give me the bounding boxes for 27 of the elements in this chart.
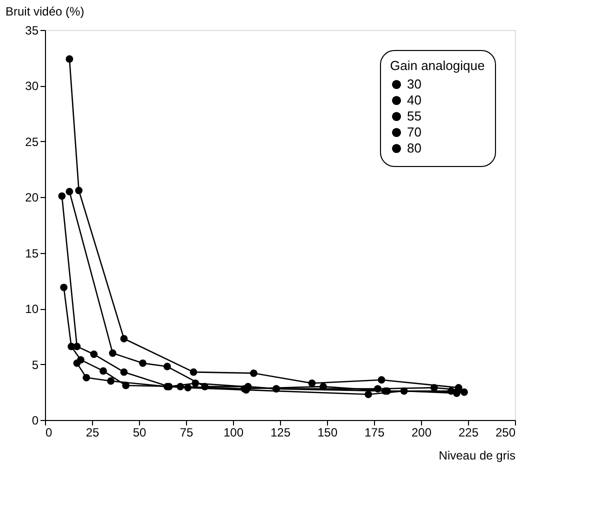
x-tick-label: 50 <box>132 426 146 440</box>
legend-label: 30 <box>407 76 422 92</box>
legend-title: Gain analogique <box>390 58 485 73</box>
y-tick-label: 20 <box>25 190 39 205</box>
x-tick-label: 225 <box>458 426 479 440</box>
legend-label: 40 <box>407 92 422 108</box>
y-tick-label: 0 <box>32 414 39 428</box>
x-tick-label: 150 <box>317 426 338 440</box>
y-axis-title: Bruit vidéo (%) <box>6 4 84 18</box>
legend-label: 55 <box>407 108 422 124</box>
x-tick-label: 0 <box>46 426 52 440</box>
x-tick-label: 75 <box>180 426 194 440</box>
y-tick-label: 30 <box>25 79 39 94</box>
x-axis-title: Niveau de gris <box>438 448 516 462</box>
y-tick-label: 35 <box>25 24 39 38</box>
x-tick-label: 200 <box>411 426 432 440</box>
y-tick-label: 5 <box>32 358 39 372</box>
x-tick-label: 250 <box>495 426 516 440</box>
x-tick-label: 125 <box>270 426 291 440</box>
legend-label: 80 <box>407 140 422 156</box>
y-tick-label: 15 <box>25 246 39 260</box>
legend-label: 70 <box>407 124 422 140</box>
y-tick-label: 25 <box>25 134 39 149</box>
x-tick-label: 100 <box>223 426 244 440</box>
x-tick-label: 25 <box>86 426 100 440</box>
x-tick-label: 175 <box>364 426 385 440</box>
y-tick-label: 10 <box>25 302 39 316</box>
